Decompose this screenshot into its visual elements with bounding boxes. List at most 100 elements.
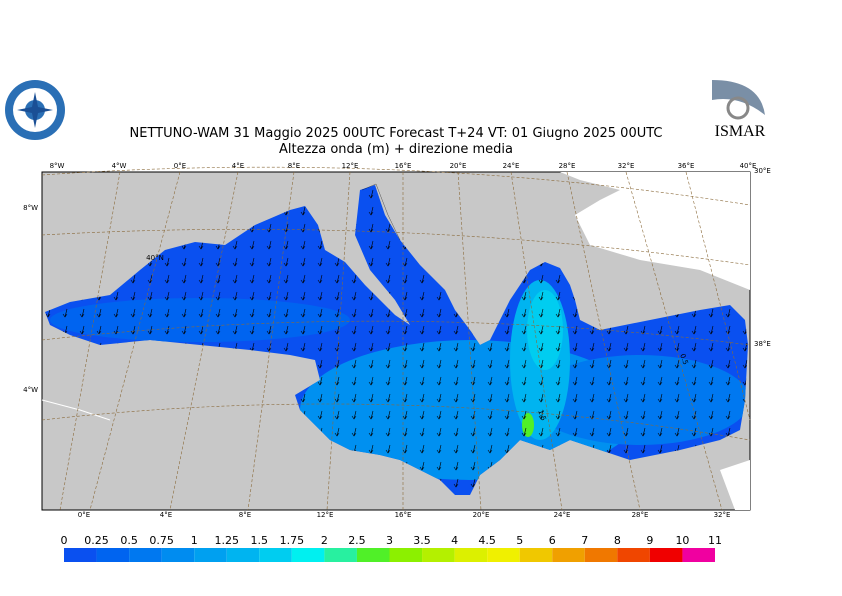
direction-arrow xyxy=(606,393,612,403)
direction-arrow xyxy=(283,325,289,335)
direction-arrow xyxy=(572,325,578,335)
direction-arrow xyxy=(657,410,663,420)
direction-arrow xyxy=(504,427,510,437)
direction-arrow xyxy=(470,444,476,454)
direction-arrow xyxy=(436,461,442,471)
direction-arrow xyxy=(436,291,442,301)
direction-arrow xyxy=(708,359,714,369)
direction-arrow xyxy=(147,274,153,284)
direction-arrow xyxy=(521,427,527,437)
direction-arrow xyxy=(300,325,306,335)
direction-arrow xyxy=(674,325,680,335)
lon-label: 28°E xyxy=(559,162,576,170)
direction-arrow xyxy=(640,427,646,437)
legend-label: 2.5 xyxy=(348,534,366,547)
direction-arrow xyxy=(266,223,272,233)
direction-arrow xyxy=(487,342,493,352)
direction-arrow xyxy=(368,257,374,267)
legend-label: 1.75 xyxy=(280,534,305,547)
direction-arrow xyxy=(419,461,425,471)
direction-arrow xyxy=(606,342,612,352)
direction-arrow xyxy=(130,291,136,301)
direction-arrow xyxy=(402,325,408,335)
direction-arrow xyxy=(691,359,697,369)
legend-swatch xyxy=(194,548,227,562)
direction-arrow xyxy=(419,444,425,454)
direction-arrow xyxy=(657,359,663,369)
direction-arrow xyxy=(130,325,136,335)
direction-arrow xyxy=(640,393,646,403)
direction-arrow xyxy=(334,359,340,369)
direction-arrow xyxy=(538,274,544,284)
direction-arrow xyxy=(470,461,476,471)
direction-arrow xyxy=(538,393,544,403)
direction-arrow xyxy=(113,308,119,318)
direction-arrow xyxy=(504,376,510,386)
direction-arrow xyxy=(640,342,646,352)
direction-arrow xyxy=(266,274,272,284)
direction-arrow xyxy=(249,240,255,250)
legend-label: 2 xyxy=(321,534,328,547)
coast xyxy=(41,399,111,421)
direction-arrow xyxy=(215,325,221,335)
legend-label: 0.75 xyxy=(149,534,174,547)
lat-label: 30°E xyxy=(754,167,771,175)
direction-arrow xyxy=(283,240,289,250)
direction-arrow xyxy=(385,359,391,369)
direction-arrow xyxy=(521,325,527,335)
legend-swatch xyxy=(617,548,650,562)
direction-arrow xyxy=(368,342,374,352)
direction-arrow xyxy=(181,291,187,301)
direction-arrow xyxy=(538,427,544,437)
direction-arrow xyxy=(317,410,323,420)
direction-arrow xyxy=(385,393,391,403)
legend-swatch xyxy=(226,548,260,562)
direction-arrow xyxy=(402,393,408,403)
direction-arrow xyxy=(504,444,510,454)
direction-arrow xyxy=(300,342,306,352)
direction-arrow xyxy=(436,427,442,437)
legend-swatch xyxy=(487,548,520,562)
lon-label: 8°E xyxy=(239,511,251,519)
direction-arrow xyxy=(249,325,255,335)
direction-arrow xyxy=(232,257,238,267)
direction-arrow xyxy=(385,376,391,386)
legend-swatch xyxy=(161,548,195,562)
direction-arrow xyxy=(385,444,391,454)
direction-arrow xyxy=(351,359,357,369)
direction-arrow xyxy=(334,325,340,335)
direction-arrow xyxy=(657,325,663,335)
direction-arrow xyxy=(419,376,425,386)
direction-arrow xyxy=(300,393,306,403)
legend-label: 3 xyxy=(386,534,393,547)
direction-arrow xyxy=(181,308,187,318)
direction-arrow xyxy=(521,291,527,301)
direction-arrow xyxy=(402,274,408,284)
direction-arrow xyxy=(538,410,544,420)
lon-label: 40°E xyxy=(740,162,757,170)
direction-arrow xyxy=(368,359,374,369)
direction-arrow xyxy=(300,274,306,284)
direction-arrow xyxy=(249,274,255,284)
direction-arrow xyxy=(589,393,595,403)
legend-label: 4 xyxy=(451,534,458,547)
direction-arrow xyxy=(351,291,357,301)
lon-label: 20°E xyxy=(450,162,467,170)
lon-label: 4°E xyxy=(160,511,172,519)
direction-arrow xyxy=(453,376,459,386)
direction-arrow xyxy=(198,274,204,284)
direction-arrow xyxy=(436,359,442,369)
direction-arrow xyxy=(419,359,425,369)
lon-label: 32°E xyxy=(714,511,731,519)
direction-arrow xyxy=(266,240,272,250)
direction-arrow xyxy=(623,393,629,403)
direction-arrow xyxy=(283,342,289,352)
direction-arrow xyxy=(334,427,340,437)
direction-arrow xyxy=(317,291,323,301)
direction-arrow xyxy=(147,291,153,301)
direction-arrow xyxy=(147,308,153,318)
direction-arrow xyxy=(708,308,714,318)
direction-arrow xyxy=(232,325,238,335)
direction-arrow xyxy=(334,308,340,318)
